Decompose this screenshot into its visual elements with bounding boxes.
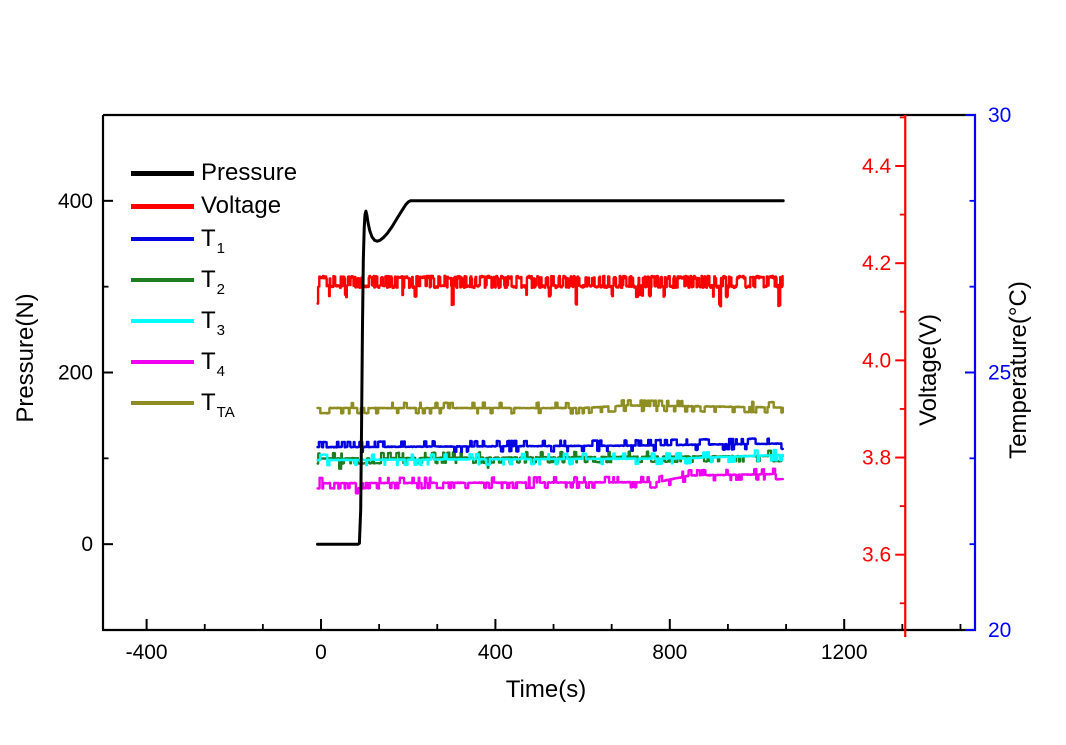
voltage-tick-label: 4.4: [862, 155, 892, 178]
series-t1-line: [316, 437, 784, 454]
pressure-tick-label: 0: [81, 533, 93, 556]
legend-line-swatch: [131, 319, 194, 323]
legend-label: TTA: [201, 389, 235, 421]
legend-item-pressure: Pressure: [131, 160, 297, 186]
x-axis-tick-label: 400: [478, 641, 513, 664]
series-t2-line: [316, 449, 784, 470]
series-tta-line: [316, 399, 784, 415]
x-axis-tick-label: 0: [315, 641, 327, 664]
legend-line-swatch: [131, 401, 194, 405]
legend-line-swatch: [131, 170, 194, 176]
temperature-tick-label: 25: [988, 362, 1011, 385]
legend-item-t2: T2: [131, 266, 226, 298]
x-axis-tick-label: -400: [126, 641, 168, 664]
pressure-tick-label: 400: [58, 190, 93, 213]
legend-label-subscript: 4: [216, 363, 226, 380]
series-pressure-line: [316, 199, 785, 546]
temperature-axis-title: Temperature(°C): [1005, 281, 1032, 459]
legend-line-swatch: [131, 203, 194, 209]
series-voltage-line: [316, 274, 784, 308]
voltage-tick-label: 4.0: [862, 349, 891, 372]
legend-label: T3: [201, 307, 226, 339]
legend-item-t1: T1: [131, 225, 226, 257]
series-t3-line: [316, 448, 784, 467]
legend-item-t3: T3: [131, 307, 226, 339]
legend-label-subscript: 2: [216, 281, 226, 298]
legend-label: T2: [201, 266, 226, 298]
legend-label-subscript: TA: [216, 404, 235, 421]
legend-item-tta: TTA: [131, 389, 235, 421]
voltage-tick-label: 3.6: [862, 544, 891, 567]
pressure-axis-title: Pressure(N): [12, 293, 39, 422]
voltage-axis-title: Voltage(V): [915, 314, 942, 426]
legend-line-swatch: [131, 278, 194, 282]
temperature-tick-label: 30: [988, 104, 1011, 127]
voltage-tick-label: 4.2: [862, 252, 891, 275]
legend-line-swatch: [131, 360, 194, 364]
voltage-tick-label: 3.8: [862, 447, 891, 470]
x-axis-tick-label: 1200: [821, 641, 868, 664]
pressure-tick-label: 200: [58, 362, 93, 385]
legend-label: Voltage: [201, 192, 282, 219]
legend-label-subscript: 3: [216, 322, 226, 339]
series-t4-line: [316, 467, 784, 495]
legend-label: Pressure: [201, 159, 298, 186]
legend-label: T1: [201, 225, 226, 257]
legend-item-t4: T4: [131, 348, 226, 380]
x-axis-title: Time(s): [506, 676, 586, 703]
legend-line-swatch: [131, 237, 194, 241]
x-axis-tick-label: 800: [652, 641, 687, 664]
legend-item-voltage: Voltage: [131, 193, 281, 219]
legend-label-subscript: 1: [216, 240, 226, 257]
legend-label: T4: [201, 348, 226, 380]
temperature-tick-label: 20: [988, 619, 1011, 642]
